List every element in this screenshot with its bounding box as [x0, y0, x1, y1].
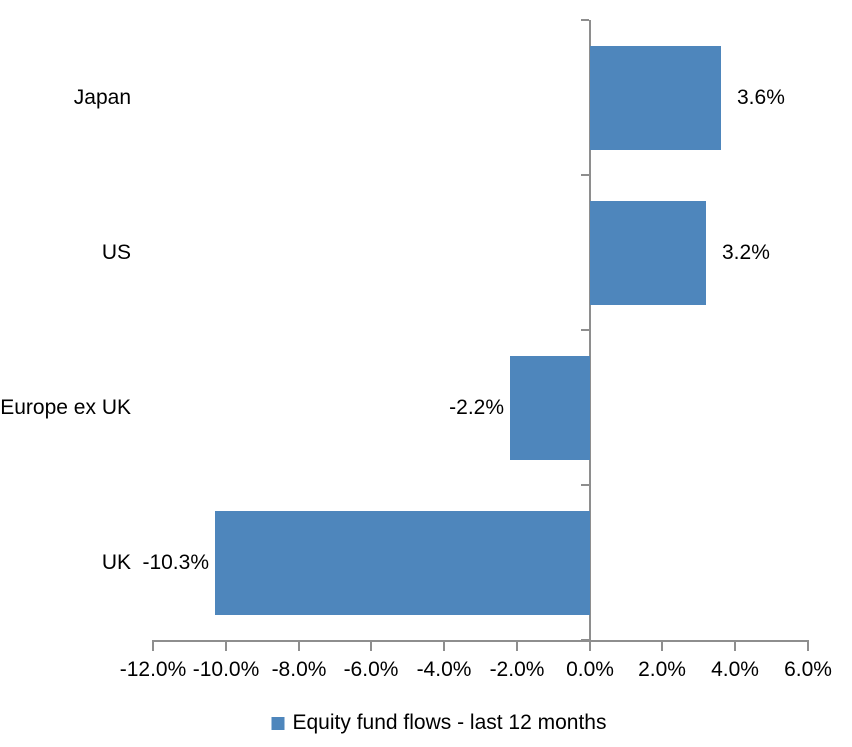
- bar-europe-ex-uk: [510, 356, 590, 460]
- x-tick-label-0-0-: 0.0%: [566, 658, 614, 681]
- value-label-us: 3.2%: [722, 241, 770, 264]
- category-label-europe-ex-uk: Europe ex UK: [0, 395, 131, 419]
- bar-uk: [215, 511, 590, 615]
- x-axis-tick: [807, 640, 809, 651]
- x-axis-tick: [298, 640, 300, 651]
- y-axis-line: [589, 20, 591, 651]
- value-label-uk: -10.3%: [142, 551, 209, 574]
- x-tick-label-6-0-: 6.0%: [784, 658, 832, 681]
- y-axis-tick: [581, 174, 589, 176]
- x-axis-tick: [516, 640, 518, 651]
- y-axis-tick: [581, 19, 589, 21]
- y-axis-tick: [581, 639, 589, 641]
- x-tick-label--2-0-: -2.0%: [489, 658, 545, 681]
- x-axis-tick: [225, 640, 227, 651]
- x-axis-tick: [661, 640, 663, 651]
- x-tick-label--8-0-: -8.0%: [271, 658, 327, 681]
- x-axis-line: [152, 640, 809, 642]
- x-tick-label--10-0-: -10.0%: [192, 658, 260, 681]
- y-axis-tick: [581, 329, 589, 331]
- x-tick-label--12-0-: -12.0%: [119, 658, 187, 681]
- category-label-japan: Japan: [73, 85, 131, 109]
- x-axis-tick: [152, 640, 154, 651]
- category-label-uk: UK: [101, 550, 131, 574]
- x-axis-tick: [734, 640, 736, 651]
- x-tick-label-4-0-: 4.0%: [711, 658, 759, 681]
- x-tick-label-2-0-: 2.0%: [638, 658, 686, 681]
- x-tick-label--6-0-: -6.0%: [343, 658, 399, 681]
- x-axis-tick: [370, 640, 372, 651]
- y-axis-tick: [581, 484, 589, 486]
- bar-us: [590, 201, 706, 305]
- x-axis-tick: [443, 640, 445, 651]
- value-label-europe-ex-uk: -2.2%: [449, 396, 504, 419]
- x-tick-label--4-0-: -4.0%: [416, 658, 472, 681]
- value-label-japan: 3.6%: [737, 86, 785, 109]
- legend-label: Equity fund flows - last 12 months: [292, 711, 607, 734]
- legend-swatch-icon: [271, 716, 285, 730]
- bar-japan: [590, 46, 721, 150]
- legend: Equity fund flows - last 12 months: [271, 709, 607, 737]
- category-label-us: US: [101, 240, 131, 264]
